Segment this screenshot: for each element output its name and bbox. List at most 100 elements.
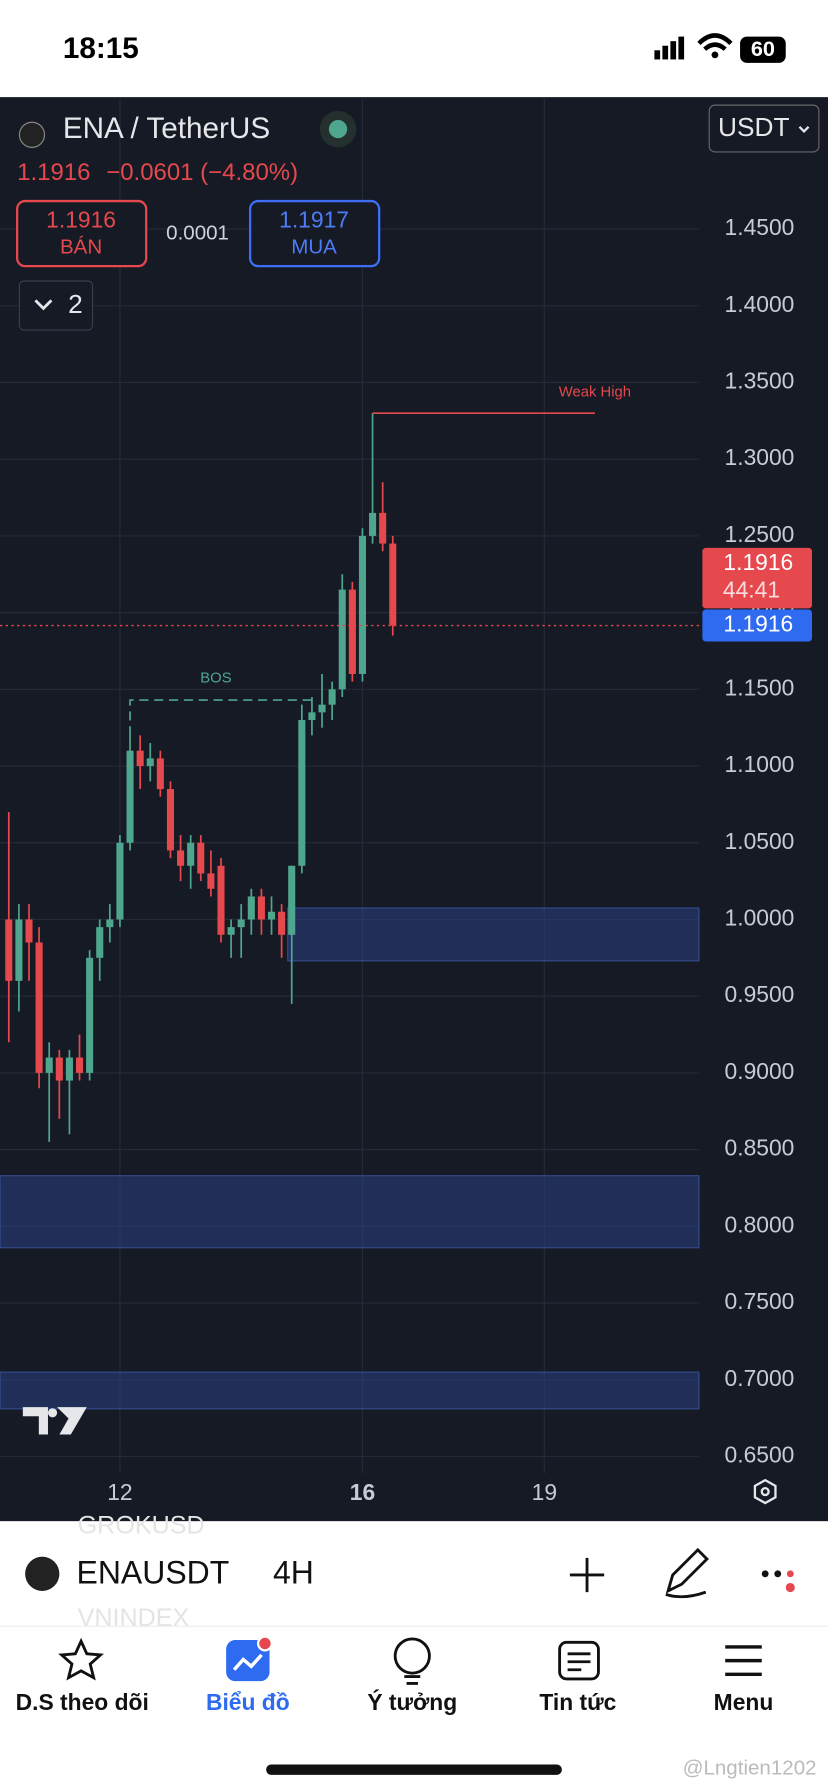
candle-body [45,1057,53,1073]
ideas-icon-base [404,1675,421,1685]
candle-body [5,919,13,981]
interval[interactable]: 4H [273,1554,314,1590]
candle-body [197,842,205,874]
y-tick-label: 1.1000 [725,751,795,777]
bottom-panel [0,1521,828,1792]
candle-body [308,712,316,721]
y-tick-label: 0.7000 [725,1365,795,1391]
ghost-symbol: VNINDEX [78,1604,190,1632]
candle-body [15,919,23,981]
indicators-toggle[interactable] [18,280,94,331]
y-tick-label: 0.7500 [725,1288,795,1314]
candle-body [187,842,195,866]
last-price-box [702,547,813,609]
nav-label[interactable]: Menu [714,1689,774,1715]
candle-body [207,873,215,889]
watchlist-icon[interactable] [58,1637,104,1681]
news-icon[interactable] [558,1640,600,1681]
change: −0.0601 (−4.80%) [106,159,298,186]
currency: USDT [718,112,789,142]
y-tick-label: 0.8000 [725,1211,795,1237]
candle-body [379,512,387,544]
symbol-name[interactable]: ENAUSDT [77,1554,230,1590]
badge [256,1635,273,1652]
y-tick-label: 1.4500 [725,214,795,240]
time: 18:15 [63,32,139,65]
settings-icon-center [760,1487,770,1497]
signal [654,36,685,60]
add-button[interactable] [569,1557,605,1593]
candle-body [278,911,286,935]
y-tick-label: 0.6500 [725,1441,795,1467]
candle-body [318,704,326,713]
candle-body [288,865,296,935]
candle-body [116,842,124,920]
y-tick-label: 1.0000 [725,904,795,930]
x-tick-label: 12 [107,1479,132,1505]
y-tick-label: 0.9000 [725,1058,795,1084]
candle-body [267,911,276,920]
currency-button[interactable] [708,104,820,153]
symbol-logo [25,1556,60,1591]
y-tick-label: 0.8500 [725,1135,795,1161]
menu-icon[interactable] [725,1645,762,1677]
candle-body [126,750,134,843]
more-button[interactable] [761,1570,795,1593]
candle-body [177,850,185,866]
candle-body [298,720,306,866]
price: 1.1916 [17,159,90,186]
candle-body [156,758,164,790]
y-tick-label: 1.1500 [725,674,795,700]
y-tick-label: 1.3500 [725,368,795,394]
ideas-icon[interactable] [393,1637,431,1675]
indicators-count: 2 [68,289,83,319]
symbol-icon [18,121,46,148]
countdown: 44:41 [723,576,780,602]
nav-label[interactable]: Ý tưởng [367,1689,457,1715]
nav-label[interactable]: Tin tức [539,1689,616,1715]
candle-body [328,689,336,705]
zone [0,1371,700,1410]
buy-button[interactable] [248,199,381,268]
candle-body [369,512,377,536]
bos-line [129,699,312,736]
x-tick-label: 19 [532,1479,557,1505]
buy-label: MUA [291,235,337,258]
nav-label[interactable]: Biểu đồ [206,1689,290,1715]
tv-logo-dot [47,1408,58,1418]
zone [287,907,700,962]
currency-caret [798,126,810,133]
wifi-dot [711,51,719,59]
settings-icon[interactable] [753,1478,777,1505]
candle-body [55,1057,63,1081]
nav-label[interactable]: D.S theo dõi [16,1689,149,1715]
sell-button[interactable] [15,199,148,268]
y-tick-label: 1.0500 [725,828,795,854]
candle-body [136,750,144,767]
candle-body [338,589,346,690]
last-price-label: 1.1916 [723,549,793,575]
chart-area [0,97,828,1522]
symbol: ENA / TetherUS [63,112,270,145]
candle-body [86,957,94,1073]
candle-body [106,919,114,928]
candle-body [25,919,33,943]
sell-label: BÁN [60,235,102,258]
bid-price-box [702,609,813,642]
sell-price: 1.1916 [46,207,116,233]
candle-body [96,927,104,958]
buy-price: 1.1917 [279,207,349,233]
draw-button[interactable] [665,1547,709,1599]
news-icon-lines [567,1652,591,1672]
tv-logo [22,1407,87,1435]
x-tick-label: 16 [350,1479,375,1505]
chart-icon[interactable] [226,1640,270,1682]
status-bar [0,0,828,98]
candle-body [166,789,175,851]
bid-price-label: 1.1916 [723,611,793,637]
ghost-symbol: GROKUSD [78,1512,205,1540]
candle-body [257,896,265,920]
candle-body [65,1057,73,1081]
y-tick-label: 1.4000 [725,291,795,317]
